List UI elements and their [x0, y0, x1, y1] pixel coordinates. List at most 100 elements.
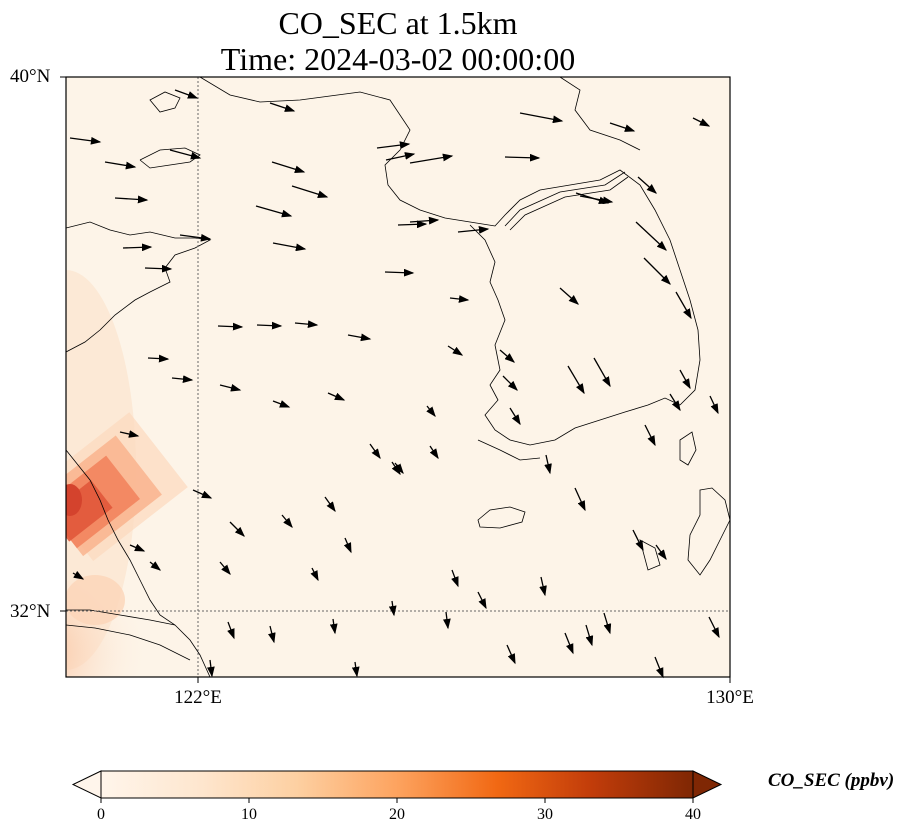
wind-vector-arrow — [122, 243, 153, 252]
wind-vector-arrow — [144, 264, 173, 273]
wind-vector-arrow — [174, 89, 199, 99]
wind-vector-arrow — [149, 561, 162, 571]
wind-vector-arrow — [271, 161, 306, 174]
wind-vector-arrow — [72, 570, 85, 580]
wind-vector-arrow — [708, 616, 720, 639]
axis-ticks — [60, 76, 731, 683]
wind-vector-arrow — [593, 357, 611, 388]
lat-label-40n: 40°N — [10, 66, 51, 87]
wind-vector-arrow — [385, 152, 416, 161]
wind-vector-arrow — [579, 195, 614, 205]
wind-vector-arrow — [643, 257, 671, 285]
wind-vector-arrow — [574, 487, 586, 512]
map-background — [66, 77, 730, 677]
wind-vector-arrow — [637, 176, 657, 194]
wind-vector-arrow — [169, 149, 202, 160]
concentration-field — [66, 270, 188, 677]
wind-vector-arrow — [409, 153, 454, 164]
wind-vector-arrow — [272, 400, 291, 408]
wind-vector-arrow — [269, 102, 296, 112]
wind-vector-arrow — [559, 287, 579, 305]
gridlines — [66, 77, 730, 677]
wind-vectors — [69, 89, 720, 679]
wind-vector-arrow — [207, 659, 215, 678]
wind-vector-arrow — [429, 445, 439, 460]
plume-high — [66, 412, 188, 561]
wind-vector-arrow — [539, 576, 547, 597]
wind-vector-arrow — [384, 268, 415, 277]
wind-vector-arrow — [291, 185, 329, 198]
wind-vector-arrow — [544, 454, 552, 475]
wind-vector-arrow — [669, 393, 681, 412]
map-title: CO_SEC at 1.5km — [278, 5, 518, 41]
wind-vector-arrow — [603, 612, 612, 635]
wind-vector-arrow — [147, 354, 170, 363]
wind-vector-arrow — [217, 322, 244, 331]
wind-vector-arrow — [426, 405, 436, 418]
wind-vector-arrow — [506, 644, 516, 665]
map-time: Time: 2024-03-02 00:00:00 — [220, 41, 576, 77]
wind-vector-arrow — [219, 561, 231, 575]
wind-vector-arrow — [457, 226, 490, 234]
wind-vector-arrow — [509, 407, 521, 426]
wind-vector-arrow — [255, 205, 293, 218]
wind-vector-arrow — [609, 122, 636, 132]
wind-vector-arrow — [692, 117, 711, 127]
wind-vector-arrow — [329, 618, 338, 635]
wind-vector-arrow — [397, 220, 428, 229]
wind-vector-arrow — [281, 514, 293, 528]
wind-vector-arrow — [227, 621, 235, 640]
wind-vector-arrow — [499, 349, 515, 363]
wind-vector-arrow — [679, 369, 691, 390]
colorbar-tick-20: 20 — [389, 806, 405, 823]
wind-vector-arrow — [394, 462, 404, 475]
wind-vector-arrow — [644, 424, 656, 447]
wind-vector-arrow — [519, 112, 564, 124]
colorbar-tick-0: 0 — [97, 806, 105, 823]
wind-vector-arrow — [447, 345, 464, 356]
wind-vector-arrow — [192, 489, 213, 499]
wind-vector-arrow — [104, 161, 137, 170]
wind-vector-arrow — [369, 443, 381, 460]
wind-vector-arrow — [256, 321, 283, 330]
wind-vector-arrow — [449, 295, 470, 303]
wind-vector-arrow — [179, 233, 212, 242]
wind-vector-arrow — [114, 195, 149, 204]
wind-vector-arrow — [376, 141, 411, 149]
lat-label-32n: 32°N — [10, 601, 51, 622]
wind-vector-arrow — [443, 611, 451, 630]
wind-vector-arrow — [351, 661, 360, 678]
wind-vector-arrow — [409, 216, 440, 225]
wind-vector-arrow — [171, 375, 194, 383]
wind-vector-arrow — [585, 624, 594, 647]
colorbar-label: CO_SEC (ppbv) — [768, 770, 895, 791]
wind-vector-arrow — [654, 656, 664, 679]
wind-vector-arrow — [567, 365, 585, 395]
wind-vector-arrow — [709, 395, 719, 415]
wind-vector-arrow — [294, 320, 319, 329]
wind-vector-arrow — [324, 496, 336, 513]
wind-vector-arrow — [502, 375, 518, 391]
wind-vector-arrow — [347, 333, 372, 342]
wind-vector-arrow — [310, 567, 319, 582]
wind-vector-arrow — [635, 221, 667, 251]
jeju-island — [477, 506, 526, 529]
wind-vector-arrow — [229, 521, 245, 537]
lon-label-122e: 122°E — [174, 687, 222, 708]
colorbar — [71, 770, 723, 803]
wind-vector-arrow — [69, 136, 102, 145]
wind-vector-arrow — [327, 392, 346, 401]
wind-vector-arrow — [129, 543, 146, 552]
wind-vector-arrow — [477, 591, 487, 610]
wind-vector-arrow — [504, 153, 541, 162]
wind-vector-arrow — [632, 529, 644, 552]
wind-vector-arrow — [219, 384, 242, 392]
lon-label-130e: 130°E — [706, 687, 754, 708]
wind-vector-arrow — [268, 625, 276, 644]
wind-vector-arrow — [388, 600, 397, 617]
map-frame — [65, 76, 731, 678]
wind-vector-arrow — [272, 242, 307, 252]
colorbar-tick-30: 30 — [537, 806, 553, 823]
wind-vector-arrow — [451, 569, 459, 588]
